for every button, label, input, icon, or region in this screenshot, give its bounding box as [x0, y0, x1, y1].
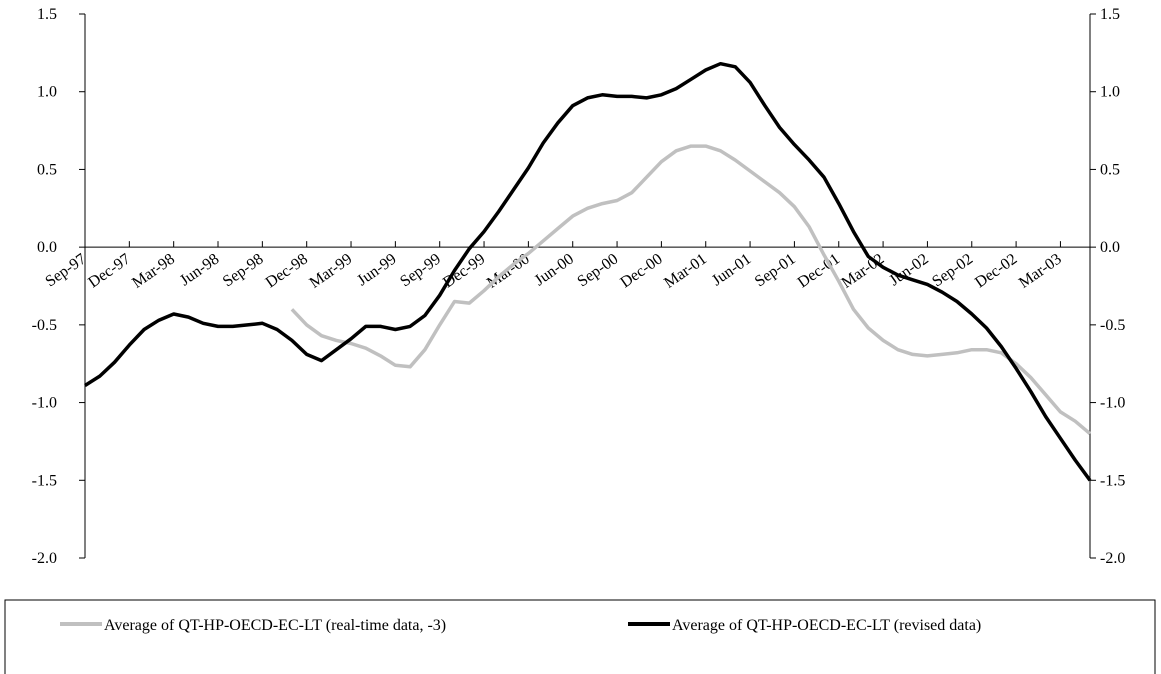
x-tick-label: Mar-99 — [307, 250, 356, 291]
legend-label: Average of QT-HP-OECD-EC-LT (revised dat… — [672, 617, 981, 634]
x-tick-label: Mar-01 — [661, 250, 710, 291]
series-line — [290, 144, 1092, 436]
x-tick-label: Dec-98 — [263, 250, 311, 291]
x-tick-label: Sep-99 — [397, 250, 444, 290]
y-tick-label: 1.5 — [37, 6, 57, 23]
x-tick-label: Sep-98 — [220, 250, 267, 290]
y-tick-label: 1.0 — [37, 84, 57, 101]
x-tick-label: Jun-01 — [709, 250, 754, 289]
series-line — [84, 61, 1092, 482]
y-tick-label: -0.5 — [32, 317, 57, 334]
x-tick-label: Sep-02 — [929, 250, 976, 290]
y2-tick-label: -1.0 — [1100, 395, 1125, 412]
x-tick-label: Dec-01 — [795, 250, 843, 291]
y2-tick-label: 0.0 — [1100, 239, 1120, 256]
x-tick-label: Jun-99 — [354, 250, 399, 289]
y2-tick-label: -1.5 — [1100, 472, 1125, 489]
y2-tick-label: -0.5 — [1100, 317, 1125, 334]
legend-label: Average of QT-HP-OECD-EC-LT (real-time d… — [104, 617, 446, 634]
y2-tick-label: 1.5 — [1100, 6, 1120, 23]
y-tick-label: 0.0 — [37, 239, 57, 256]
x-tick-label: Sep-97 — [42, 250, 89, 290]
x-tick-label: Jun-00 — [532, 250, 577, 289]
y2-tick-label: -2.0 — [1100, 550, 1125, 567]
y-tick-label: -1.5 — [32, 472, 57, 489]
x-tick-label: Dec-00 — [617, 250, 665, 291]
x-tick-label: Jun-98 — [177, 250, 222, 289]
y-tick-label: -1.0 — [32, 395, 57, 412]
y-tick-label: 0.5 — [37, 161, 57, 178]
y2-tick-label: 0.5 — [1100, 161, 1120, 178]
x-tick-label: Mar-03 — [1016, 250, 1065, 291]
x-tick-label: Sep-01 — [752, 250, 799, 290]
y-tick-label: -2.0 — [32, 550, 57, 567]
x-tick-label: Sep-00 — [574, 250, 621, 290]
x-tick-label: Dec-97 — [85, 250, 133, 291]
y2-tick-label: 1.0 — [1100, 84, 1120, 101]
x-tick-label: Dec-02 — [972, 250, 1020, 291]
x-tick-label: Mar-98 — [129, 250, 178, 291]
legend-box — [4, 599, 1156, 674]
x-tick-label: Mar-02 — [839, 250, 888, 291]
